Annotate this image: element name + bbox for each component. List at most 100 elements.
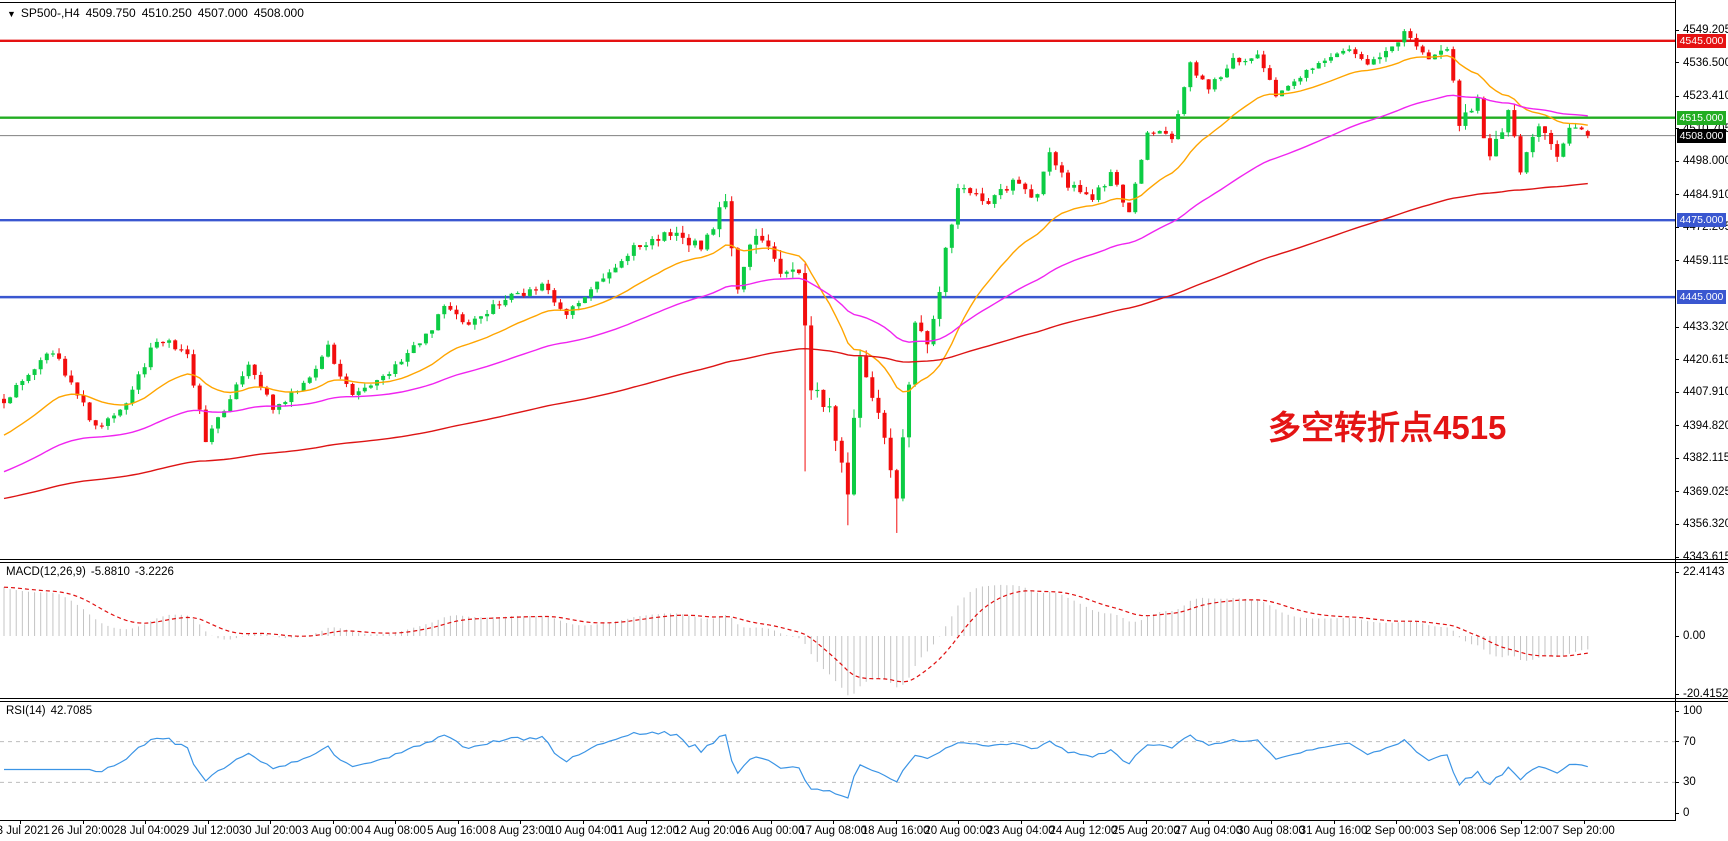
price-axis-label: 4536.500: [1683, 56, 1728, 69]
time-axis-label: 20 Aug 00:00: [924, 825, 993, 837]
price-axis-tick: [1675, 391, 1679, 393]
price-axis-tick: [1675, 260, 1679, 262]
price-axis-label: 4407.910: [1683, 386, 1728, 399]
time-axis-tick: [958, 820, 960, 824]
time-axis-label: 3 Aug 00:00: [302, 825, 364, 837]
time-axis-tick: [1396, 820, 1398, 824]
price-axis-label: 4523.410: [1683, 90, 1728, 103]
price-level-badge: 4445.000: [1677, 290, 1726, 305]
price-axis-tick: [1675, 29, 1679, 31]
time-axis-tick: [145, 820, 147, 824]
time-axis-tick: [1020, 820, 1022, 824]
time-axis-label: 16 Aug 00:00: [736, 825, 805, 837]
ohlc-open: 4509.750: [85, 6, 136, 20]
chart-text-annotation: 多空转折点4515: [1268, 409, 1507, 446]
price-axis-label: 4369.025: [1683, 485, 1728, 498]
macd-value-main: -5.8810: [90, 566, 130, 578]
macd-panel-canvas[interactable]: [0, 563, 1675, 698]
time-axis-tick: [520, 820, 522, 824]
time-axis-label: 23 Jul 2021: [0, 825, 50, 837]
price-axis-label: 4394.820: [1683, 419, 1728, 432]
price-axis-border: [1675, 0, 1676, 821]
price-axis-label: 4498.000: [1683, 155, 1728, 168]
time-axis-tick: [1583, 820, 1585, 824]
price-axis-label: 4382.115: [1683, 452, 1728, 465]
macd-axis-label: 22.4143: [1683, 566, 1725, 579]
time-axis-label: 2 Sep 00:00: [1365, 825, 1428, 837]
price-level-badge: 4508.000: [1677, 128, 1726, 143]
panel-splitter-rsi[interactable]: [0, 698, 1728, 702]
price-axis-tick: [1675, 95, 1679, 97]
time-axis-label: 27 Aug 04:00: [1174, 825, 1243, 837]
time-axis-label: 7 Sep 20:00: [1552, 825, 1615, 837]
time-axis-tick: [82, 820, 84, 824]
time-axis-label: 30 Jul 20:00: [238, 825, 302, 837]
time-axis-tick: [833, 820, 835, 824]
time-axis-label: 3 Sep 08:00: [1427, 825, 1490, 837]
time-axis-label: 6 Sep 12:00: [1490, 825, 1553, 837]
price-level-badge: 4475.000: [1677, 213, 1726, 228]
rsi-axis-tick: [1675, 741, 1679, 743]
time-axis-label: 24 Aug 12:00: [1049, 825, 1118, 837]
time-axis-tick: [270, 820, 272, 824]
time-axis-tick: [770, 820, 772, 824]
time-axis-label: 18 Aug 16:00: [861, 825, 930, 837]
macd-axis-tick: [1675, 635, 1679, 637]
time-axis-tick: [645, 820, 647, 824]
main-chart-canvas[interactable]: [0, 0, 1675, 559]
price-axis-tick: [1675, 523, 1679, 525]
price-level-badge: 4515.000: [1677, 110, 1726, 125]
macd-axis-label: -20.4152: [1683, 688, 1728, 701]
rsi-axis-tick: [1675, 710, 1679, 712]
rsi-axis-tick: [1675, 812, 1679, 814]
price-axis-tick: [1675, 194, 1679, 196]
price-axis-tick: [1675, 160, 1679, 162]
time-axis-label: 28 Jul 04:00: [113, 825, 177, 837]
price-axis-tick: [1675, 226, 1679, 228]
price-axis-tick: [1675, 359, 1679, 361]
time-axis-label: 25 Aug 20:00: [1111, 825, 1180, 837]
time-axis-tick: [1145, 820, 1147, 824]
time-axis-tick: [20, 820, 21, 824]
symbol-name: SP500-,H4: [20, 6, 80, 20]
macd-indicator-label: MACD(12,26,9) -5.8810 -3.2226: [6, 566, 179, 578]
time-axis-tick: [1208, 820, 1210, 824]
time-axis-tick: [1458, 820, 1460, 824]
macd-name: MACD(12,26,9): [6, 566, 86, 578]
time-axis-label: 30 Aug 08:00: [1237, 825, 1305, 837]
price-axis-label: 4549.205: [1683, 24, 1728, 36]
time-axis-tick: [1521, 820, 1523, 824]
rsi-name: RSI(14): [6, 705, 46, 717]
price-axis-tick: [1675, 491, 1679, 493]
time-axis-label: 12 Aug 20:00: [674, 825, 742, 837]
rsi-value: 42.7085: [50, 705, 93, 717]
rsi-panel-canvas[interactable]: [0, 702, 1675, 820]
price-axis[interactable]: 4549.2054536.5004523.4104510.7054498.000…: [1675, 0, 1728, 820]
time-axis-label: 10 Aug 04:00: [549, 825, 617, 837]
price-axis-label: 4484.910: [1683, 188, 1728, 201]
macd-value-signal: -3.2226: [134, 566, 174, 578]
time-axis-tick: [395, 820, 397, 824]
time-axis-label: 11 Aug 12:00: [612, 825, 679, 837]
ohlc-close: 4508.000: [253, 6, 304, 20]
time-axis-tick: [332, 820, 334, 824]
rsi-axis-label: 0: [1683, 807, 1690, 819]
panel-splitter-macd[interactable]: [0, 559, 1728, 563]
price-axis-tick: [1675, 62, 1679, 64]
ohlc-low: 4507.000: [197, 6, 248, 20]
price-axis-label: 4356.320: [1683, 518, 1728, 531]
symbol-info-bar: ▼ SP500-,H4 4509.750 4510.250 4507.000 4508.0…: [7, 6, 310, 20]
time-axis-tick: [1271, 820, 1272, 824]
time-axis-tick: [207, 820, 209, 824]
time-axis-tick: [895, 820, 897, 824]
macd-axis-tick: [1675, 571, 1679, 573]
price-axis-label: 4420.615: [1683, 353, 1728, 366]
time-axis-label: 17 Aug 08:00: [799, 825, 868, 837]
rsi-axis-label: 30: [1683, 776, 1696, 789]
chart-top-border: [0, 2, 1675, 3]
time-axis-tick: [1083, 820, 1085, 824]
time-axis-label: 23 Aug 04:00: [986, 825, 1055, 837]
time-axis-label: 31 Aug 16:00: [1299, 825, 1368, 837]
